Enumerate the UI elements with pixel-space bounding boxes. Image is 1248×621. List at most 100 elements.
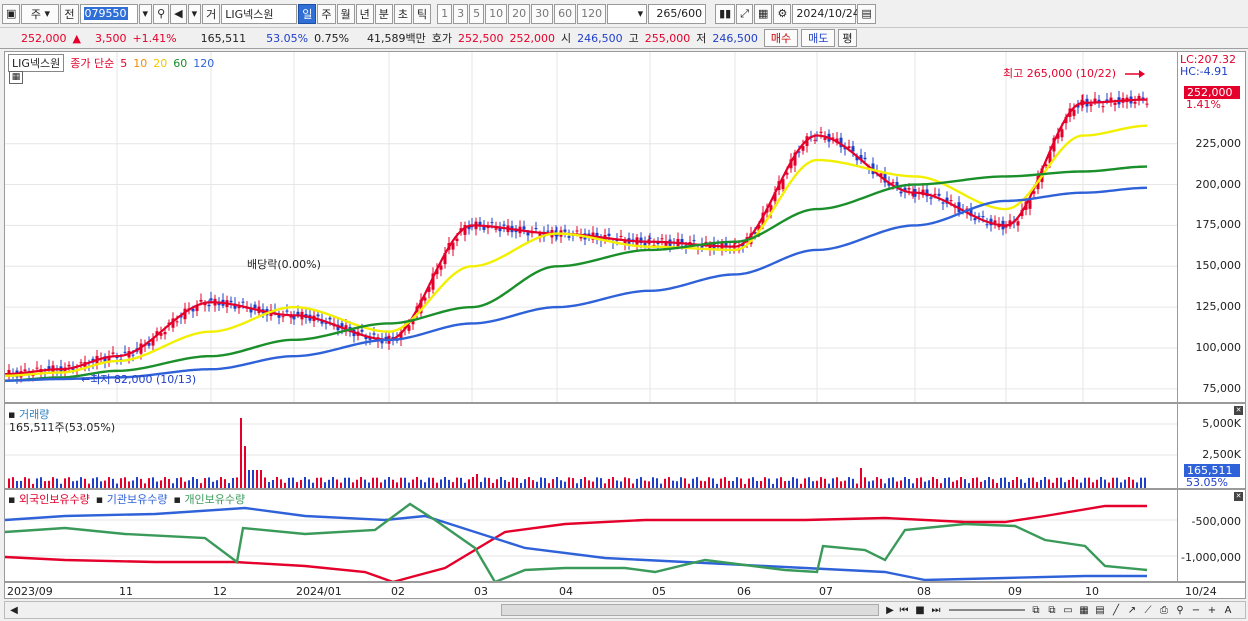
interval-dropdown[interactable]: ▾: [607, 3, 648, 24]
volume-bar: [564, 481, 566, 488]
candle-type-icon[interactable]: ▮▮: [715, 3, 736, 24]
interval-20[interactable]: 20: [508, 3, 531, 24]
period-year[interactable]: 년: [355, 3, 374, 24]
window-icon[interactable]: ▭: [1063, 604, 1073, 616]
volume-bar: [856, 483, 858, 488]
left-arrow-icon: ←: [81, 373, 91, 386]
period-week[interactable]: 주: [317, 3, 336, 24]
candle-body: [498, 226, 502, 232]
price-chart-panel[interactable]: LIG넥스원 종가 단순 5 10 20 60 120 ▦ 최고 265,000 (10…: [4, 51, 1178, 403]
more-icon[interactable]: ▾: [187, 3, 202, 24]
first-page-icon[interactable]: ⏮: [899, 604, 909, 616]
volume-bar: [528, 477, 530, 488]
text-tool-icon[interactable]: A: [1224, 604, 1232, 616]
interval-3[interactable]: 3: [453, 3, 469, 24]
code-prefix[interactable]: 전: [60, 3, 79, 24]
volume-bar: [968, 483, 970, 488]
interval-5[interactable]: 5: [469, 3, 485, 24]
stock-tag[interactable]: LIG넥스원: [8, 54, 65, 72]
buy-button[interactable]: 매수: [763, 29, 799, 47]
volume-bar: [628, 478, 630, 488]
volume-bar: [1008, 481, 1010, 488]
ray-icon[interactable]: ↗: [1127, 604, 1137, 616]
volume-bar: [656, 478, 658, 488]
candle-body: [411, 319, 415, 325]
volume-bar: [508, 481, 510, 488]
candle-body: [23, 369, 27, 372]
date-field[interactable]: 2024/10/24: [792, 3, 860, 24]
candle-body: [823, 137, 827, 140]
zoom-out-icon[interactable]: −: [1191, 604, 1201, 616]
volume-bar: [624, 477, 626, 488]
close-icon[interactable]: ✕: [1234, 492, 1243, 501]
x-axis-label: 12: [213, 585, 227, 598]
period-tick[interactable]: 틱: [413, 3, 432, 24]
candle-body: [801, 146, 805, 151]
stop-icon[interactable]: ■: [915, 604, 925, 616]
market-select[interactable]: 주 ▾: [21, 3, 60, 24]
period-minute[interactable]: 분: [374, 3, 393, 24]
calendar-icon[interactable]: ▤: [857, 3, 876, 24]
code-dropdown[interactable]: ▾: [138, 3, 153, 24]
fibo-icon[interactable]: ⟋: [1144, 604, 1152, 616]
split-view-icon[interactable]: ⧉: [1032, 604, 1040, 616]
volume-chart-svg[interactable]: [5, 404, 1177, 488]
volume-panel[interactable]: ▪ 거래량 165,511주(53.05%): [4, 403, 1178, 489]
interval-1[interactable]: 1: [437, 3, 453, 24]
stock-code-input[interactable]: 079550: [79, 3, 138, 24]
quote-strip: 252,000 ▲ 3,500 +1.41% 165,511 53.05% 0.…: [0, 28, 1248, 49]
copy-icon[interactable]: ⧉: [1048, 604, 1056, 616]
volume-bar: [868, 481, 870, 488]
volume-bar: [468, 479, 470, 488]
table-icon[interactable]: ▤: [1095, 604, 1105, 616]
period-month[interactable]: 월: [336, 3, 355, 24]
layout-grid-icon[interactable]: ▦: [1079, 604, 1089, 616]
volume-bar: [800, 483, 802, 488]
layout-icon[interactable]: ▣: [2, 3, 21, 24]
volume-bar: [16, 481, 18, 488]
print-icon[interactable]: ⎙: [1160, 604, 1168, 616]
volume-bar: [876, 477, 878, 488]
interval-10[interactable]: 10: [485, 3, 508, 24]
scroll-left-icon[interactable]: ◀: [10, 604, 18, 616]
eval-button[interactable]: 평: [838, 29, 857, 47]
candle-body: [855, 156, 859, 161]
interval-60[interactable]: 60: [554, 3, 577, 24]
last-page-icon[interactable]: ⏭: [931, 604, 941, 616]
candle-body: [993, 220, 997, 223]
interval-120[interactable]: 120: [577, 3, 607, 24]
volume-bar: [316, 477, 318, 488]
gear-icon[interactable]: ⚙: [773, 3, 792, 24]
zoom-in-icon[interactable]: ⚲: [1176, 604, 1184, 616]
sell-button[interactable]: 매도: [801, 29, 836, 47]
candle-body: [155, 331, 159, 336]
draw-tool-icon[interactable]: ⤢: [736, 3, 754, 24]
price-chart-svg[interactable]: [5, 52, 1177, 402]
chart-scrollbar[interactable]: ◀ ▶ ⏮ ■ ⏭ ⧉ ⧉ ▭ ▦ ▤ ╱ ↗ ⟋ ⎙ ⚲ − + A: [4, 601, 1246, 619]
period-second[interactable]: 초: [393, 3, 412, 24]
period-day[interactable]: 일: [298, 3, 317, 24]
volume-bar: [168, 478, 170, 488]
scroll-right-icon[interactable]: ▶: [886, 604, 894, 616]
volume-bar: [1060, 477, 1062, 488]
search-icon[interactable]: ⚲: [153, 3, 170, 24]
settings-small-icon[interactable]: ▦: [9, 71, 23, 84]
volume-bar: [892, 477, 894, 488]
interval-30[interactable]: 30: [531, 3, 554, 24]
add-icon[interactable]: +: [1207, 604, 1217, 616]
speaker-icon[interactable]: ◀: [170, 3, 187, 24]
holdings-panel[interactable]: ▪ 외국인보유수량 ▪ 기관보유수량 ▪ 개인보유수량: [4, 489, 1178, 582]
volume-bar: [428, 477, 430, 488]
price-change-pct: +1.41%: [132, 31, 177, 45]
volume-bar: [904, 477, 906, 488]
close-icon[interactable]: ✕: [1234, 406, 1243, 415]
name-button[interactable]: 거: [202, 3, 221, 24]
trend-line-icon[interactable]: ╱: [1112, 604, 1120, 616]
scroll-thumb[interactable]: [501, 604, 879, 616]
stock-name-field[interactable]: LIG넥스원: [221, 3, 298, 24]
data-count-field[interactable]: 265/600: [648, 3, 707, 24]
zoom-slider[interactable]: [949, 609, 1025, 611]
grid-icon[interactable]: ▦: [754, 3, 773, 24]
holdings-chart-svg[interactable]: [5, 490, 1177, 581]
candle-body: [167, 322, 171, 325]
